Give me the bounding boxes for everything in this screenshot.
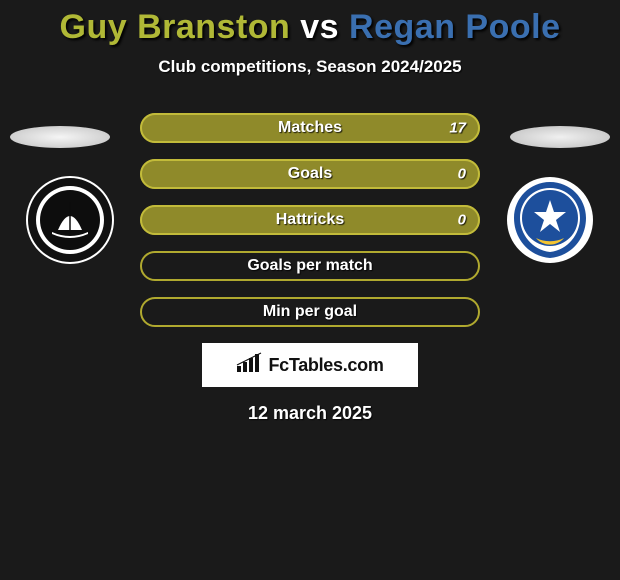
- stat-label: Goals per match: [247, 257, 372, 275]
- stat-value-right: 0: [458, 212, 466, 229]
- player2-name: Regan Poole: [349, 8, 560, 46]
- comparison-title: Guy Branston vs Regan Poole: [0, 0, 620, 47]
- attribution-box: FcTables.com: [202, 343, 418, 387]
- stat-label: Min per goal: [263, 303, 357, 321]
- subtitle: Club competitions, Season 2024/2025: [0, 57, 620, 77]
- stat-label: Goals: [288, 165, 332, 183]
- vs-separator: vs: [300, 8, 339, 46]
- stat-row-goals: Goals 0: [140, 159, 480, 189]
- stat-value-right: 17: [449, 120, 466, 137]
- stat-row-hattricks: Hattricks 0: [140, 205, 480, 235]
- stat-row-goals-per-match: Goals per match: [140, 251, 480, 281]
- attribution-text: FcTables.com: [268, 355, 383, 376]
- stat-value-right: 0: [458, 166, 466, 183]
- player1-name: Guy Branston: [60, 8, 291, 46]
- stat-row-min-per-goal: Min per goal: [140, 297, 480, 327]
- stat-label: Matches: [278, 119, 342, 137]
- date-text: 12 march 2025: [0, 403, 620, 424]
- stat-row-matches: Matches 17: [140, 113, 480, 143]
- bar-chart-icon: [236, 352, 262, 379]
- comparison-card: Guy Branston vs Regan Poole Club competi…: [0, 0, 620, 580]
- stat-label: Hattricks: [276, 211, 344, 229]
- stats-list: Matches 17 Goals 0 Hattricks 0 Goals per…: [0, 113, 620, 327]
